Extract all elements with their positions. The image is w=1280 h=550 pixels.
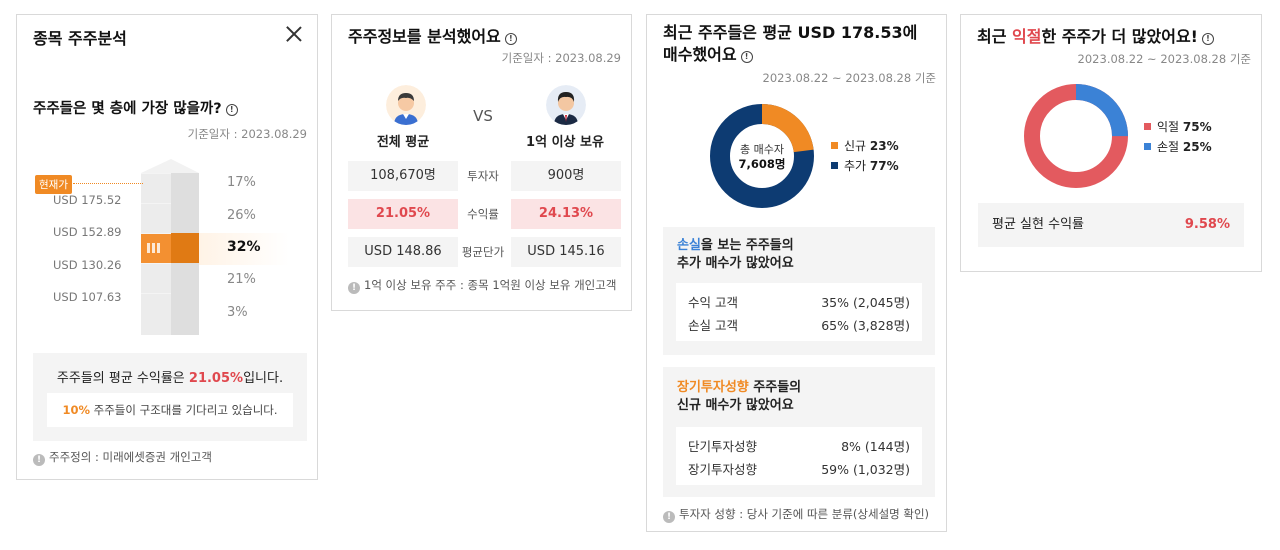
reference-date: 기준일자 : 2023.08.29: [187, 127, 307, 141]
summary-box: 주주들의 평균 수익률은 21.05%입니다. 10% 주주들이 구조대를 기다…: [33, 353, 307, 441]
panel-title: 종목 주주분석: [33, 29, 127, 48]
legend-loss: 손절 25%: [1144, 138, 1212, 155]
legend-profit: 익절 75%: [1144, 118, 1212, 135]
avatar-average-icon: [386, 85, 426, 125]
price-label: USD 107.63: [53, 290, 122, 304]
donut-segment-new: [710, 104, 814, 208]
price-label: USD 130.26: [53, 258, 122, 272]
footnote: ! 1억 이상 보유 주주 : 종목 1억원 이상 보유 개인고객: [348, 277, 616, 294]
table-row: 장기투자성향 59% (1,032명): [688, 462, 910, 477]
footnote: ! 투자자 성향 : 당사 기준에 따른 분류(상세설명 확인): [663, 506, 929, 523]
return-average: 21.05%: [348, 199, 458, 229]
realized-return-row: 평균 실현 수익률 9.58%: [978, 203, 1244, 247]
shareholder-info-panel: 주주정보를 분석했어요! 기준일자 : 2023.08.29 전체 평균 VS …: [331, 14, 632, 311]
legend-swatch: [831, 142, 838, 149]
floor-percent: 3%: [227, 305, 248, 320]
price-label: USD 152.89: [53, 225, 122, 239]
avg-price-average: USD 148.86: [348, 237, 458, 267]
reference-period: 2023.08.22 ~ 2023.08.28 기준: [1077, 52, 1251, 66]
investors-average: 108,670명: [348, 161, 458, 191]
loss-holders-box: 손실을 보는 주주들의 추가 매수가 많았어요 수익 고객 35% (2,045명)…: [663, 227, 935, 355]
avg-return-text: 주주들의 평균 수익률은 21.05%입니다.: [56, 371, 284, 386]
loss-holders-table: 수익 고객 35% (2,045명) 손실 고객 65% (3,828명): [676, 283, 922, 341]
floor-percent: 17%: [227, 175, 256, 190]
info-icon: !: [33, 454, 45, 466]
profit-loss-donut-chart: [1024, 84, 1128, 188]
current-price-badge: 현재가: [35, 175, 72, 194]
long-term-holders-table: 단기투자성향 8% (144명) 장기투자성향 59% (1,032명): [676, 427, 922, 485]
donut-center-label: 총 매수자: [740, 143, 784, 156]
rescue-text: 10% 주주들이 구조대를 기다리고 있습니다.: [47, 393, 293, 427]
highlight-band: [199, 233, 289, 265]
current-price-line: [73, 183, 143, 184]
donut-segment-loss: [1024, 84, 1128, 188]
building-floor-side: [171, 233, 199, 263]
donut-center-value: 7,608명: [738, 157, 786, 171]
average-label: 전체 평균: [376, 135, 430, 150]
info-icon[interactable]: !: [225, 104, 238, 116]
info-icon[interactable]: !: [504, 33, 517, 45]
table-row: 수익 고객 35% (2,045명): [688, 295, 910, 310]
reference-period: 2023.08.22 ~ 2023.08.28 기준: [762, 71, 936, 85]
recent-buyers-panel: 최근 주주들은 평균 USD 178.53에 매수했어요! 2023.08.22 …: [646, 14, 947, 532]
avatar-large-holder-icon: [546, 85, 586, 125]
info-icon[interactable]: !: [740, 51, 753, 63]
window-icon: [147, 243, 161, 253]
price-label: USD 175.52: [53, 193, 122, 207]
panel-title: 최근 익절한 주주가 더 많았어요!!: [977, 23, 1214, 47]
realized-profit-panel: 최근 익절한 주주가 더 많았어요!! 2023.08.22 ~ 2023.08…: [960, 14, 1262, 272]
panel-title: 주주정보를 분석했어요!: [348, 23, 517, 47]
return-large: 24.13%: [511, 199, 621, 229]
table-row: 손실 고객 65% (3,828명): [688, 318, 910, 333]
realized-return-value: 9.58%: [1184, 217, 1230, 232]
floor-percent: 26%: [227, 208, 256, 223]
buyer-donut-chart: [710, 104, 814, 208]
panel-title: 최근 주주들은 평균 USD 178.53에 매수했어요!: [663, 23, 918, 64]
reference-date: 기준일자 : 2023.08.29: [501, 51, 621, 65]
floor-percent-highlight: 32%: [227, 239, 261, 255]
investors-large: 900명: [511, 161, 621, 191]
row-label: 수익률: [467, 207, 499, 221]
legend-swatch: [831, 162, 838, 169]
close-icon[interactable]: [283, 23, 305, 45]
info-icon: !: [663, 511, 675, 523]
vs-label: VS: [473, 107, 493, 125]
box-heading: 손실을 보는 주주들의 추가 매수가 많았어요: [677, 238, 794, 271]
legend-new: 신규 23%: [831, 137, 899, 154]
floor-percent: 21%: [227, 272, 256, 287]
info-icon[interactable]: !: [1201, 33, 1214, 45]
info-icon: !: [348, 282, 360, 294]
table-row: 단기투자성향 8% (144명): [688, 439, 910, 454]
building-floor-side: [171, 173, 199, 203]
large-holder-label: 1억 이상 보유: [526, 135, 604, 150]
box-heading: 장기투자성향 주주들의 신규 매수가 많았어요: [677, 380, 802, 413]
floor-question: 주주들은 몇 층에 가장 많을까?!: [33, 97, 238, 118]
realized-return-label: 평균 실현 수익률: [992, 217, 1084, 232]
legend-swatch: [1144, 143, 1151, 150]
legend-add: 추가 77%: [831, 157, 899, 174]
building-floor-side: [171, 203, 199, 233]
row-label: 평균단가: [461, 245, 505, 259]
building-floor-side: [171, 293, 199, 335]
avg-price-large: USD 145.16: [511, 237, 621, 267]
footnote: ! 주주정의 : 미래에셋증권 개인고객: [33, 449, 212, 466]
row-label: 투자자: [467, 169, 499, 183]
building-roof: [141, 159, 199, 173]
long-term-holders-box: 장기투자성향 주주들의 신규 매수가 많았어요 단기투자성향 8% (144명) 장…: [663, 367, 935, 497]
building-floor-side: [171, 263, 199, 293]
shareholder-analysis-panel: 종목 주주분석 주주들은 몇 층에 가장 많을까?! 기준일자 : 2023.0…: [16, 14, 318, 480]
legend-swatch: [1144, 123, 1151, 130]
